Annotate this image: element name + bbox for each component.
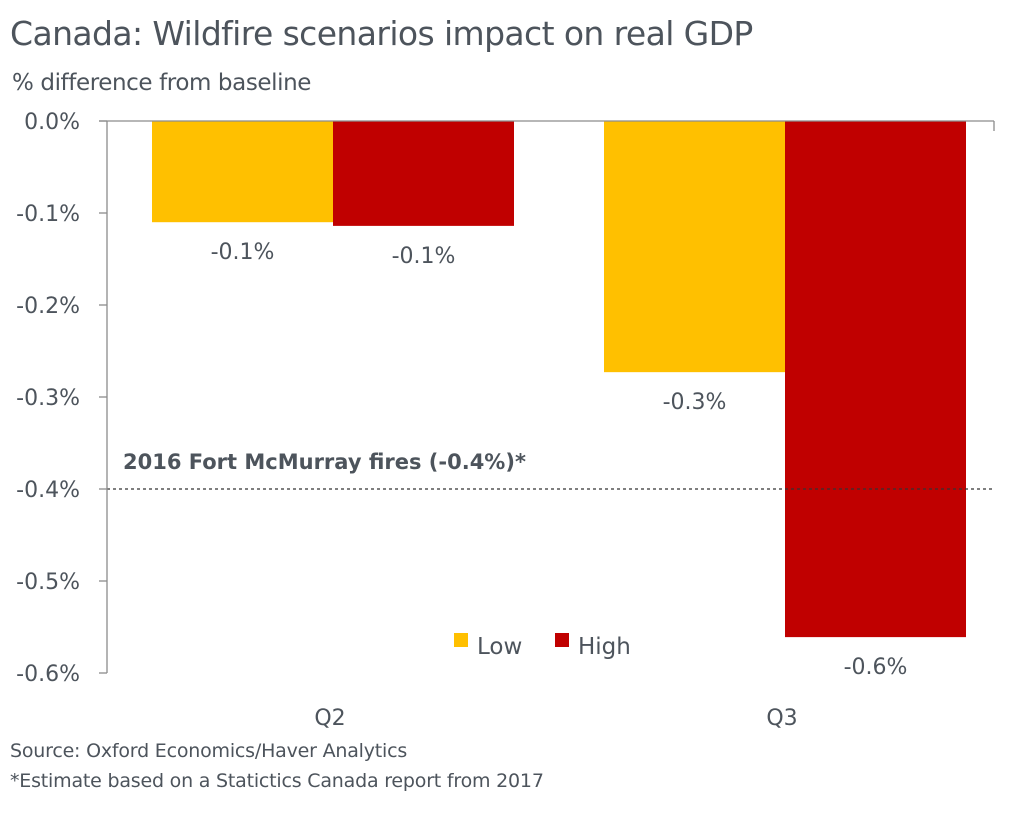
legend-label-high: High [578, 634, 631, 660]
bar-low-q2 [152, 121, 333, 223]
data-label-high-q3: -0.6% [844, 655, 908, 680]
chart-title: Canada: Wildfire scenarios impact on rea… [10, 14, 753, 53]
chart-subtitle: % difference from baseline [12, 70, 312, 96]
y-tick-label: 0.0% [24, 110, 80, 135]
y-tick-label: -0.4% [16, 478, 80, 503]
y-tick-label: -0.5% [16, 570, 80, 595]
footnote: *Estimate based on a Statictics Canada r… [10, 770, 544, 792]
legend: Low High [454, 633, 631, 660]
y-axis-ticks: 0.0% -0.1% -0.2% -0.3% -0.4% -0.5% -0.6% [16, 110, 107, 687]
y-tick-label: -0.2% [16, 294, 80, 319]
bar-high-q2 [333, 121, 514, 226]
bar-low-q3 [604, 121, 785, 373]
data-label-high-q2: -0.1% [392, 244, 456, 269]
y-tick-label: -0.6% [16, 662, 80, 687]
bar-high-q3 [785, 121, 966, 638]
x-category-label: Q3 [766, 706, 797, 731]
y-tick-label: -0.1% [16, 202, 80, 227]
legend-swatch-low [454, 633, 468, 647]
y-tick-label: -0.3% [16, 386, 80, 411]
legend-label-low: Low [477, 634, 522, 660]
legend-swatch-high [555, 633, 569, 647]
data-label-low-q2: -0.1% [211, 240, 275, 265]
data-label-low-q3: -0.3% [663, 390, 727, 415]
data-labels: -0.1% -0.1% -0.3% -0.6% [211, 240, 908, 680]
reference-line-label: 2016 Fort McMurray fires (-0.4%)* [123, 450, 526, 474]
bars [152, 121, 966, 638]
source-note: Source: Oxford Economics/Haver Analytics [10, 740, 408, 762]
x-axis-categories: Q2 Q3 [314, 121, 995, 731]
x-category-label: Q2 [314, 706, 345, 731]
